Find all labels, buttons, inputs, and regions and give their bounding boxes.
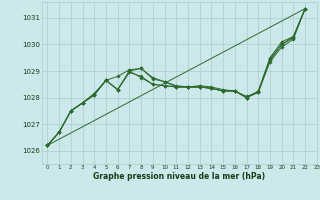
X-axis label: Graphe pression niveau de la mer (hPa): Graphe pression niveau de la mer (hPa) xyxy=(93,172,265,181)
